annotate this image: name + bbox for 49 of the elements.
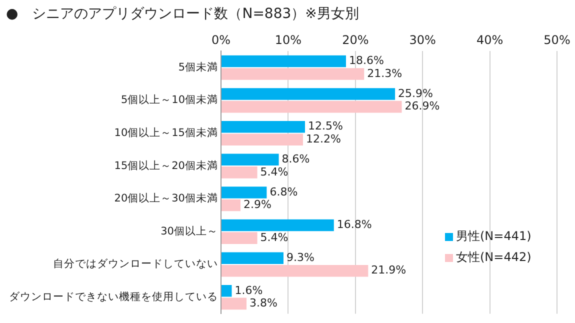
bar <box>222 285 232 297</box>
data-label: 3.8% <box>250 296 278 310</box>
y-tick-label: 20個以上～30個未満 <box>114 192 218 205</box>
bar <box>222 55 346 68</box>
x-tick-label: 10% <box>274 33 302 48</box>
data-label: 21.9% <box>371 264 406 277</box>
bar <box>222 88 396 100</box>
data-label: 12.2% <box>306 132 341 146</box>
bar <box>222 68 364 80</box>
legend-label: 女性(N=442) <box>456 249 532 266</box>
data-label: 18.6% <box>348 54 384 68</box>
bar <box>222 232 258 244</box>
x-tick-label: 40% <box>476 33 504 48</box>
data-label: 2.9% <box>243 198 272 212</box>
data-label: 9.3% <box>286 250 314 264</box>
y-tick-label: ダウンロードできない機種を使用している <box>9 291 218 304</box>
bar <box>222 120 305 133</box>
y-tick-label: 10個以上～15個未満 <box>114 126 218 139</box>
y-tick-label: 30個以上～ <box>160 224 218 238</box>
bar <box>222 134 303 146</box>
data-label: 16.8% <box>336 218 372 232</box>
chart-title: ● シニアのアプリダウンロード数（N=883）※男女別 <box>6 6 359 22</box>
data-label: 5.4% <box>260 165 288 178</box>
data-label: 21.3% <box>367 66 402 80</box>
data-label: 25.9% <box>398 86 433 100</box>
y-tick-label: 5個以上～10個未満 <box>120 93 218 106</box>
x-tick-label: 30% <box>409 33 436 48</box>
x-tick-label: 50% <box>544 33 570 48</box>
bar <box>222 154 279 166</box>
y-tick-label: 自分ではダウンロードしていない <box>53 258 218 270</box>
bar <box>222 252 284 264</box>
data-label: 1.6% <box>234 284 263 297</box>
bar <box>222 186 267 198</box>
x-tick-label: 20% <box>342 33 369 48</box>
bar <box>222 166 258 178</box>
legend-label: 男性(N=441) <box>456 228 532 246</box>
data-label: 26.9% <box>404 100 440 113</box>
data-label: 6.8% <box>270 185 298 198</box>
bar <box>222 199 240 212</box>
data-label: 5.4% <box>260 230 288 244</box>
x-tick-label: 0% <box>211 33 231 48</box>
y-tick-label: 15個以上～20個未満 <box>114 158 218 172</box>
data-label: 8.6% <box>282 152 310 166</box>
bar <box>222 219 334 232</box>
data-label: 12.5% <box>308 120 343 133</box>
bar <box>222 298 247 310</box>
bar <box>222 100 402 113</box>
y-tick-label: 5個未満 <box>178 60 218 74</box>
bar <box>222 264 368 277</box>
